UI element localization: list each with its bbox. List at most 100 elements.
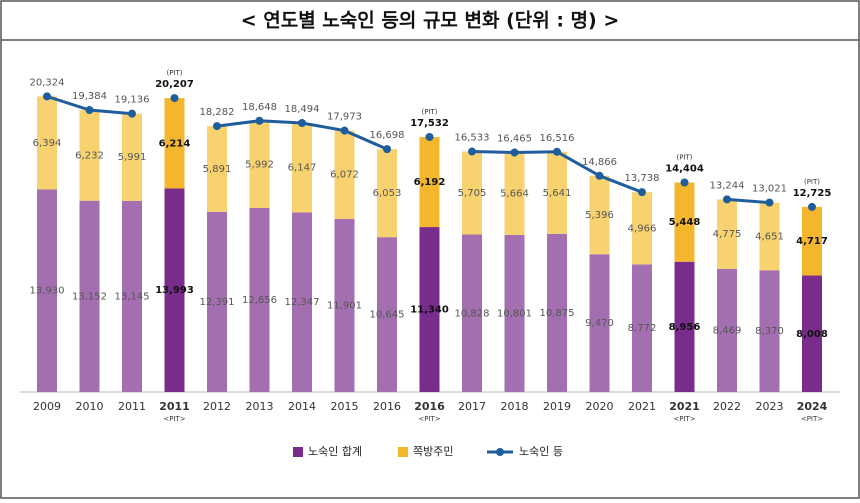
bar-segment [759,270,780,392]
x-tick-label: 2021 [628,400,656,413]
line-point [383,145,391,154]
value-label: 6,214 [159,138,191,149]
value-label: 13,152 [72,291,107,302]
chart-title: < 연도별 노숙인 등의 규모 변화 (단위 : 명) > [241,10,620,32]
bar-segment [79,110,100,201]
line-point [170,94,179,103]
value-label: 4,651 [755,231,784,242]
legend-label: 노숙인 등 [519,445,563,458]
bar-segment [377,237,397,392]
line-point [213,122,221,131]
bar-segment [802,275,822,392]
total-label: 18,648 [242,102,277,113]
bar-segment [589,175,610,255]
value-label: 4,775 [713,229,742,240]
bar-segment [632,192,652,265]
line-point [595,171,604,180]
x-tick-label: 2011 [118,400,146,413]
value-label: 10,801 [497,308,532,319]
total-label: 18,494 [285,104,320,115]
x-tick-label: 2010 [76,400,104,413]
bar-segment [717,199,737,269]
bar-segment [292,122,312,213]
value-label: 6,147 [288,163,317,174]
bar-segment [249,207,270,392]
x-tick-label: 2021 [669,400,700,413]
bar-segment [419,136,440,228]
value-label: 8,469 [713,325,742,336]
bar-segment [37,96,57,190]
value-label: 5,992 [245,159,274,170]
value-label: 5,641 [543,188,572,199]
value-label: 10,875 [540,308,575,319]
value-label: 6,072 [330,170,359,181]
value-label: 13,930 [30,286,65,297]
legend-swatch [398,447,408,457]
x-tick-label: 2017 [458,400,486,413]
total-label: 20,207 [155,79,194,90]
value-label: 6,232 [75,150,104,161]
x-tick-label: 2022 [713,400,741,413]
total-label: 19,136 [115,95,150,106]
x-tick-label: 2015 [331,400,359,413]
x-tick-label: 2018 [501,400,529,413]
total-label: 16,516 [540,133,575,144]
total-label: 16,533 [455,133,490,144]
value-label: 4,966 [628,223,657,234]
line-point [43,92,51,101]
bar-segment [334,218,355,392]
pit-note: (PIT) [804,178,820,186]
line-point [468,147,476,156]
bar-segment [674,261,695,392]
value-label: 5,891 [203,164,232,175]
x-tick-sublabel: <PIT> [418,415,440,423]
line-point [723,195,731,204]
bar-segment [547,151,567,234]
pit-note: (PIT) [421,108,437,116]
legend-swatch [293,447,303,457]
value-label: 9,470 [585,318,614,329]
bar-segment [249,120,270,208]
value-label: 5,396 [585,210,614,221]
legend-label: 쪽방주민 [413,445,453,458]
bar-segment [802,206,822,276]
x-tick-label: 2024 [797,400,828,413]
total-label: 13,738 [625,173,660,184]
value-label: 8,370 [755,326,784,337]
value-label: 8,956 [669,322,701,333]
total-label: 18,282 [200,107,235,118]
legend-marker [496,448,504,456]
total-label: 14,404 [665,163,704,174]
bar-segment [37,189,57,392]
value-label: 10,645 [370,310,405,321]
total-label: 17,532 [410,118,449,129]
total-label: 17,973 [327,112,362,123]
bar-segment [462,234,482,392]
value-label: 6,394 [33,138,62,149]
value-label: 6,192 [414,177,446,188]
value-label: 12,391 [200,297,235,308]
bar-segment [122,200,142,392]
line-point [765,198,774,207]
line-point [340,126,349,135]
bar-segment [462,151,482,235]
value-label: 13,145 [115,291,150,302]
legend-label: 노숙인 합계 [308,445,362,458]
total-label: 16,465 [497,134,532,145]
bar-segment [547,233,567,392]
bar-segment [377,149,397,238]
x-tick-sublabel: <PIT> [163,415,185,423]
value-label: 13,993 [155,285,194,296]
line-point [85,106,94,115]
bar-segment [122,113,142,201]
x-tick-label: 2014 [288,400,316,413]
bar-segment [717,268,737,392]
value-label: 12,656 [242,295,277,306]
pit-note: (PIT) [166,69,182,77]
value-label: 5,991 [118,152,147,163]
x-tick-label: 2013 [246,400,274,413]
value-label: 5,448 [669,217,701,228]
total-label: 16,698 [370,130,405,141]
line-point [298,118,306,127]
